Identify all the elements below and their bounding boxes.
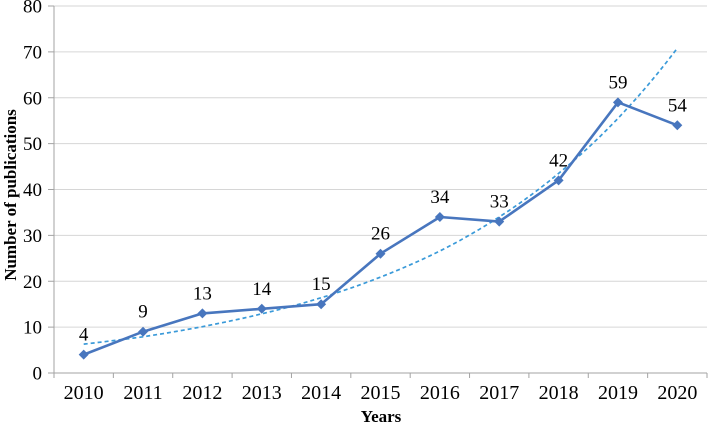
x-tick-label-2017: 2017 xyxy=(479,382,519,404)
data-label-2010: 4 xyxy=(79,325,89,346)
data-label-2011: 9 xyxy=(138,302,148,323)
data-point-marker-2019 xyxy=(612,97,623,108)
data-point-marker-2016 xyxy=(434,212,445,223)
y-tick-label: 0 xyxy=(33,364,43,385)
x-tick-label-2011: 2011 xyxy=(123,382,162,404)
x-tick-label-2020: 2020 xyxy=(657,382,697,404)
x-tick-label-2010: 2010 xyxy=(64,382,104,404)
data-label-2020: 54 xyxy=(668,95,688,116)
data-label-2015: 26 xyxy=(371,224,390,245)
trendline-dashed xyxy=(83,47,678,345)
y-tick-label: 40 xyxy=(23,180,42,201)
x-axis-title: Years xyxy=(360,407,402,426)
data-label-2017: 33 xyxy=(490,192,509,213)
y-axis-title: Number of publications xyxy=(1,109,20,281)
y-tick-label: 70 xyxy=(23,42,42,63)
y-tick-label: 60 xyxy=(23,88,42,109)
y-tick-label: 30 xyxy=(23,226,42,247)
data-point-marker-2014 xyxy=(316,299,327,310)
data-label-2019: 59 xyxy=(608,72,627,93)
x-tick-label-2018: 2018 xyxy=(539,382,579,404)
data-label-2013: 14 xyxy=(252,279,272,300)
x-tick-label-2016: 2016 xyxy=(420,382,460,404)
x-tick-label-2013: 2013 xyxy=(242,382,282,404)
data-point-marker-2017 xyxy=(494,216,505,227)
data-point-marker-2012 xyxy=(197,308,208,319)
y-tick-label: 50 xyxy=(23,134,42,155)
data-point-marker-2018 xyxy=(553,175,564,186)
x-tick-label-2015: 2015 xyxy=(361,382,401,404)
data-point-marker-2011 xyxy=(138,326,149,337)
x-tick-label-2014: 2014 xyxy=(301,382,341,404)
data-label-2014: 15 xyxy=(312,274,331,295)
data-label-2016: 34 xyxy=(430,187,450,208)
x-tick-label-2019: 2019 xyxy=(598,382,638,404)
data-label-2018: 42 xyxy=(549,150,568,171)
data-point-marker-2013 xyxy=(256,303,267,314)
x-tick-label-2012: 2012 xyxy=(182,382,222,404)
data-point-marker-2015 xyxy=(375,248,386,259)
y-tick-label: 20 xyxy=(23,272,42,293)
data-label-2012: 13 xyxy=(193,283,212,304)
data-point-marker-2020 xyxy=(672,120,683,131)
y-tick-label: 10 xyxy=(23,318,42,339)
y-tick-label: 80 xyxy=(23,0,42,18)
data-point-marker-2010 xyxy=(78,349,89,360)
